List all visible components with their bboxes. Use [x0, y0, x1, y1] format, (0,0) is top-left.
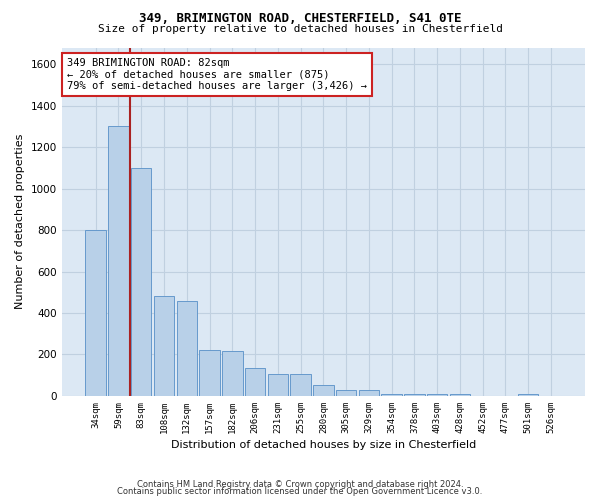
- Bar: [518, 394, 538, 396]
- Bar: [290, 374, 311, 396]
- Bar: [313, 384, 334, 396]
- Bar: [449, 394, 470, 396]
- Bar: [176, 300, 197, 396]
- Bar: [85, 230, 106, 396]
- Bar: [154, 296, 174, 396]
- Bar: [245, 368, 265, 396]
- Text: 349, BRIMINGTON ROAD, CHESTERFIELD, S41 0TE: 349, BRIMINGTON ROAD, CHESTERFIELD, S41 …: [139, 12, 461, 26]
- Bar: [222, 352, 242, 396]
- Bar: [336, 390, 356, 396]
- Bar: [382, 394, 402, 396]
- Bar: [199, 350, 220, 396]
- Bar: [404, 394, 425, 396]
- X-axis label: Distribution of detached houses by size in Chesterfield: Distribution of detached houses by size …: [171, 440, 476, 450]
- Y-axis label: Number of detached properties: Number of detached properties: [15, 134, 25, 310]
- Text: Contains public sector information licensed under the Open Government Licence v3: Contains public sector information licen…: [118, 488, 482, 496]
- Text: Size of property relative to detached houses in Chesterfield: Size of property relative to detached ho…: [97, 24, 503, 34]
- Text: Contains HM Land Registry data © Crown copyright and database right 2024.: Contains HM Land Registry data © Crown c…: [137, 480, 463, 489]
- Bar: [268, 374, 288, 396]
- Bar: [427, 394, 448, 396]
- Bar: [131, 168, 151, 396]
- Bar: [359, 390, 379, 396]
- Bar: [108, 126, 129, 396]
- Text: 349 BRIMINGTON ROAD: 82sqm
← 20% of detached houses are smaller (875)
79% of sem: 349 BRIMINGTON ROAD: 82sqm ← 20% of deta…: [67, 58, 367, 91]
